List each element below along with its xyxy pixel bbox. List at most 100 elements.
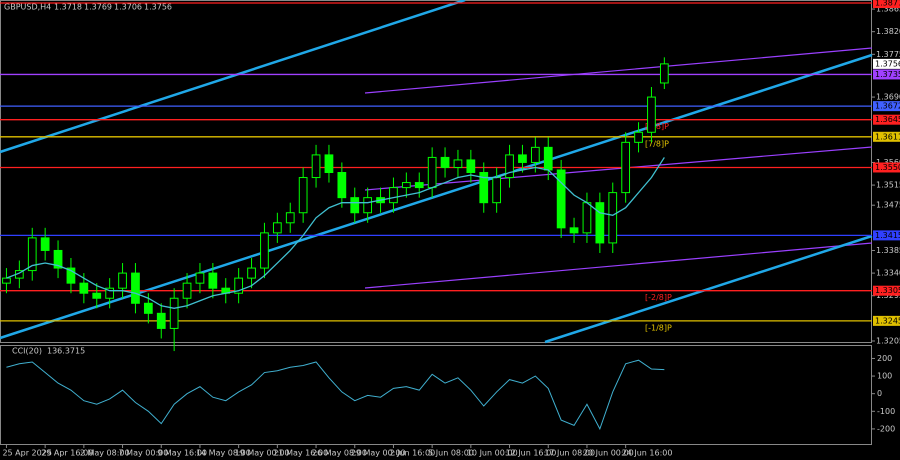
y-tick-label: 1.3295 [876, 291, 900, 300]
ohlc-low: 1.3706 [114, 3, 142, 12]
candle-body [647, 96, 656, 133]
y-tick-label: 1.3205 [876, 336, 900, 345]
candle-body [466, 159, 476, 174]
candle-body [92, 292, 102, 299]
candle-body [311, 154, 321, 179]
candle-body [479, 172, 489, 204]
level-tag: [7/8]P [645, 139, 669, 148]
channel-line [364, 146, 873, 191]
candle-body [195, 272, 205, 284]
level-label-box [873, 285, 900, 296]
candle-body [169, 297, 179, 329]
level-label-box [873, 230, 900, 241]
chart-title: GBPUSD,H4 [4, 3, 51, 12]
level-tag: [-1/8]P [645, 323, 672, 332]
cci-panel-frame [0, 345, 872, 445]
level-tag: [-2/8]P [645, 293, 672, 302]
level-label: 1.3735 [875, 70, 900, 79]
candle-body [234, 277, 244, 294]
candle-body [131, 272, 140, 304]
level-label-box [873, 101, 900, 112]
candle-body [363, 197, 373, 214]
x-tick-label: 7 May 00:00 [119, 449, 169, 458]
price-panel-frame [0, 0, 872, 343]
level-label: 1.3672 [875, 102, 900, 111]
x-tick-label: 19 May 00:00 [235, 449, 290, 458]
trend-line [544, 234, 873, 344]
candle-body [298, 177, 308, 214]
x-tick-label: 26 May 08:00 [312, 449, 367, 458]
y-tick-label: 1.3820 [876, 27, 900, 36]
cci-tick-label: -100 [877, 407, 895, 416]
candle-body [543, 146, 553, 171]
y-tick-label: 1.3560 [876, 158, 900, 167]
x-tick-label: 9 May 16:00 [157, 449, 207, 458]
candle-body [569, 227, 579, 234]
level-label: 1.3645 [875, 115, 900, 124]
level-label: 1.3877 [875, 0, 900, 8]
candle-body [595, 202, 605, 244]
candle-body [208, 272, 218, 289]
level-label: 1.3245 [875, 316, 900, 325]
y-tick-label: 1.3865 [876, 5, 900, 14]
candle-body [79, 282, 89, 294]
candle-body [143, 302, 153, 314]
candle-body [453, 159, 463, 168]
candle-body [582, 202, 592, 234]
candle-body [2, 277, 11, 284]
candle-body [505, 154, 514, 179]
channel-line [364, 242, 873, 289]
level-label: 1.3611 [875, 132, 900, 141]
trend-line [0, 0, 466, 154]
candle-body [427, 156, 437, 189]
x-tick-label: 10 Jun 00:00 [467, 449, 518, 458]
y-tick-label: 1.3775 [876, 50, 900, 59]
candle-body [337, 172, 347, 199]
level-label: 1.3550 [875, 163, 900, 172]
channel-line [364, 47, 873, 94]
candle-body [156, 312, 166, 329]
cci-tick-label: 100 [877, 372, 892, 381]
candle-body [247, 267, 256, 279]
x-tick-label: 12 Jun 16:00 [506, 449, 557, 458]
y-tick-label: 1.3515 [876, 181, 900, 190]
level-label-box [873, 162, 900, 173]
candle-body [518, 154, 527, 163]
candle-body [659, 63, 669, 84]
candle-body [401, 182, 411, 189]
level-label-box [873, 131, 900, 142]
candle-body [608, 192, 618, 244]
ohlc-open: 1.3718 [54, 3, 82, 12]
x-tick-label: 21 May 16:00 [273, 449, 328, 458]
price-box-label: 1.3756 [875, 59, 900, 68]
x-tick-label: 2 Jun 16:00 [389, 449, 435, 458]
x-tick-label: 5 Jun 08:00 [428, 449, 474, 458]
candle-body [324, 154, 334, 174]
candle-body [621, 141, 631, 194]
level-label-box [873, 114, 900, 125]
level-tag: [8/8]P [645, 122, 669, 131]
level-label: 1.3305 [875, 286, 900, 295]
candle-body [105, 287, 115, 299]
level-label-box [873, 315, 900, 326]
level-label: 1.3415 [875, 231, 900, 240]
candle-body [53, 249, 63, 269]
cci-name: CCI(20) [12, 347, 42, 356]
y-tick-label: 1.3340 [876, 269, 900, 278]
candle-body [66, 267, 76, 284]
candle-body [27, 237, 37, 272]
candle-body [260, 232, 269, 269]
cci-last: 136.3715 [47, 347, 85, 356]
candle-body [492, 177, 502, 204]
candle-body [40, 237, 50, 251]
price-box [873, 58, 900, 69]
murray-channel [364, 47, 873, 289]
x-tick-label: 25 Apr 2025 [2, 449, 51, 458]
candle-body [530, 146, 540, 163]
cci-tick-label: 0 [877, 389, 882, 398]
candle-body [272, 222, 282, 234]
x-tick-label: 29 Apr 16:00 [41, 449, 93, 458]
cci-tick-label: -200 [877, 424, 895, 433]
